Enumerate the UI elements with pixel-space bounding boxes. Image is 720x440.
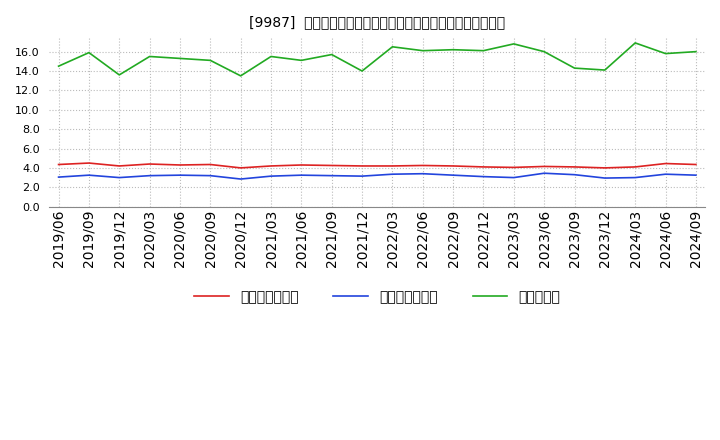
在庫回転率	[236, 73, 245, 78]
買入債務回転率	[388, 172, 397, 177]
買入債務回転率	[297, 172, 306, 178]
Line: 売上債権回転率: 売上債権回転率	[58, 163, 696, 168]
在庫回転率	[418, 48, 427, 53]
買入債務回転率	[266, 173, 275, 179]
買入債務回転率	[358, 173, 366, 179]
在庫回転率	[297, 58, 306, 63]
在庫回転率	[600, 67, 609, 73]
買入債務回転率	[479, 174, 487, 179]
売上債権回転率	[388, 163, 397, 169]
売上債権回転率	[510, 165, 518, 170]
売上債権回転率	[266, 163, 275, 169]
売上債権回転率	[236, 165, 245, 171]
在庫回転率	[206, 58, 215, 63]
売上債権回転率	[479, 164, 487, 169]
売上債権回転率	[85, 161, 94, 166]
売上債権回転率	[600, 165, 609, 171]
在庫回転率	[358, 68, 366, 73]
在庫回転率	[85, 50, 94, 55]
売上債権回転率	[661, 161, 670, 166]
在庫回転率	[479, 48, 487, 53]
在庫回転率	[328, 52, 336, 57]
在庫回転率	[145, 54, 154, 59]
買入債務回転率	[540, 171, 549, 176]
在庫回転率	[570, 66, 579, 71]
売上債権回転率	[297, 162, 306, 168]
売上債権回転率	[418, 163, 427, 168]
売上債権回転率	[540, 164, 549, 169]
在庫回転率	[115, 72, 124, 77]
買入債務回転率	[236, 176, 245, 182]
買入債務回転率	[176, 172, 184, 178]
売上債権回転率	[692, 162, 701, 167]
買入債務回転率	[206, 173, 215, 178]
売上債権回転率	[206, 162, 215, 167]
在庫回転率	[266, 54, 275, 59]
Legend: 売上債権回転率, 買入債務回転率, 在庫回転率: 売上債権回転率, 買入債務回転率, 在庫回転率	[189, 285, 566, 310]
売上債権回転率	[358, 163, 366, 169]
買入債務回転率	[661, 172, 670, 177]
買入債務回転率	[570, 172, 579, 177]
Title: [9987]  売上債権回転率、買入債務回転率、在庫回転率の推移: [9987] 売上債権回転率、買入債務回転率、在庫回転率の推移	[249, 15, 505, 29]
売上債権回転率	[328, 163, 336, 168]
買入債務回転率	[145, 173, 154, 178]
売上債権回転率	[145, 161, 154, 167]
在庫回転率	[631, 40, 639, 46]
売上債権回転率	[176, 162, 184, 168]
売上債権回転率	[631, 164, 639, 169]
在庫回転率	[692, 49, 701, 54]
Line: 買入債務回転率: 買入債務回転率	[58, 173, 696, 179]
在庫回転率	[54, 63, 63, 69]
売上債権回転率	[54, 162, 63, 167]
買入債務回転率	[85, 172, 94, 178]
買入債務回転率	[54, 175, 63, 180]
在庫回転率	[510, 41, 518, 47]
買入債務回転率	[115, 175, 124, 180]
在庫回転率	[661, 51, 670, 56]
Line: 在庫回転率: 在庫回転率	[58, 43, 696, 76]
売上債権回転率	[115, 163, 124, 169]
在庫回転率	[176, 56, 184, 61]
買入債務回転率	[631, 175, 639, 180]
売上債権回転率	[449, 163, 457, 169]
在庫回転率	[388, 44, 397, 49]
買入債務回転率	[692, 172, 701, 178]
買入債務回転率	[328, 173, 336, 178]
売上債権回転率	[570, 164, 579, 169]
買入債務回転率	[600, 176, 609, 181]
在庫回転率	[449, 47, 457, 52]
在庫回転率	[540, 49, 549, 54]
買入債務回転率	[418, 171, 427, 176]
買入債務回転率	[449, 172, 457, 178]
買入債務回転率	[510, 175, 518, 180]
